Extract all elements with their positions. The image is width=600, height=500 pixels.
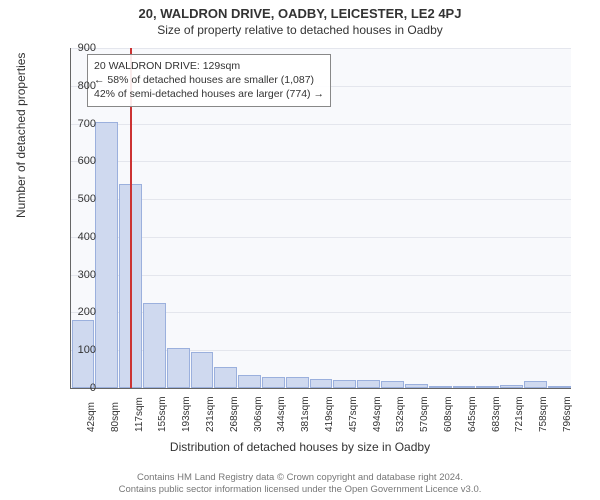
y-tick: 300	[56, 269, 96, 281]
histogram-bar	[357, 380, 380, 388]
x-tick: 268sqm	[229, 396, 240, 432]
histogram-bar	[167, 348, 190, 388]
footer-attribution: Contains HM Land Registry data © Crown c…	[0, 472, 600, 496]
histogram-bar	[191, 352, 214, 388]
x-tick: 570sqm	[419, 396, 430, 432]
histogram-bar	[143, 303, 166, 388]
x-tick: 721sqm	[514, 396, 525, 432]
x-tick: 457sqm	[348, 396, 359, 432]
histogram-bar	[453, 386, 476, 388]
y-tick: 100	[56, 344, 96, 356]
histogram-bar	[405, 384, 428, 388]
x-tick: 796sqm	[562, 396, 573, 432]
x-tick: 645sqm	[467, 396, 478, 432]
x-tick: 683sqm	[491, 396, 502, 432]
y-tick: 0	[56, 382, 96, 394]
x-tick: 193sqm	[181, 396, 192, 432]
histogram-bar	[214, 367, 237, 388]
x-tick: 231sqm	[205, 396, 216, 432]
y-tick: 400	[56, 231, 96, 243]
footer-line-2: Contains public sector information licen…	[0, 484, 600, 496]
annotation-line-2: ← 58% of detached houses are smaller (1,…	[94, 73, 324, 87]
y-axis-label: Number of detached properties	[14, 53, 28, 218]
y-tick: 600	[56, 155, 96, 167]
histogram-bar	[524, 381, 547, 388]
histogram-bar	[238, 375, 261, 388]
y-tick: 900	[56, 42, 96, 54]
histogram-bar	[548, 386, 571, 388]
page-subtitle: Size of property relative to detached ho…	[0, 21, 600, 37]
x-axis-label: Distribution of detached houses by size …	[0, 440, 600, 454]
histogram-bar	[310, 379, 333, 388]
x-tick: 306sqm	[253, 396, 264, 432]
histogram-bar	[333, 380, 356, 388]
plot-area: 20 WALDRON DRIVE: 129sqm ← 58% of detach…	[70, 48, 571, 389]
page-title-address: 20, WALDRON DRIVE, OADBY, LEICESTER, LE2…	[0, 0, 600, 21]
x-tick: 42sqm	[86, 402, 97, 432]
y-tick: 700	[56, 118, 96, 130]
histogram-bar	[476, 386, 499, 388]
histogram-bar	[429, 386, 452, 388]
y-tick: 500	[56, 193, 96, 205]
x-tick: 608sqm	[443, 396, 454, 432]
x-tick: 80sqm	[110, 402, 121, 432]
histogram-bar	[500, 385, 523, 388]
chart-container: 20, WALDRON DRIVE, OADBY, LEICESTER, LE2…	[0, 0, 600, 500]
x-tick: 494sqm	[372, 396, 383, 432]
annotation-line-1: 20 WALDRON DRIVE: 129sqm	[94, 59, 324, 73]
x-tick: 532sqm	[395, 396, 406, 432]
histogram-bar	[286, 377, 309, 388]
histogram-bar	[95, 122, 118, 388]
histogram-bar	[262, 377, 285, 388]
y-tick: 200	[56, 306, 96, 318]
x-tick: 419sqm	[324, 396, 335, 432]
annotation-line-3: 42% of semi-detached houses are larger (…	[94, 87, 324, 101]
histogram-bar	[381, 381, 404, 388]
x-tick: 758sqm	[538, 396, 549, 432]
x-tick: 381sqm	[300, 396, 311, 432]
annotation-box: 20 WALDRON DRIVE: 129sqm ← 58% of detach…	[87, 54, 331, 107]
y-tick: 800	[56, 80, 96, 92]
x-tick: 155sqm	[157, 396, 168, 432]
x-tick: 117sqm	[134, 397, 145, 432]
footer-line-1: Contains HM Land Registry data © Crown c…	[0, 472, 600, 484]
x-tick: 344sqm	[276, 396, 287, 432]
